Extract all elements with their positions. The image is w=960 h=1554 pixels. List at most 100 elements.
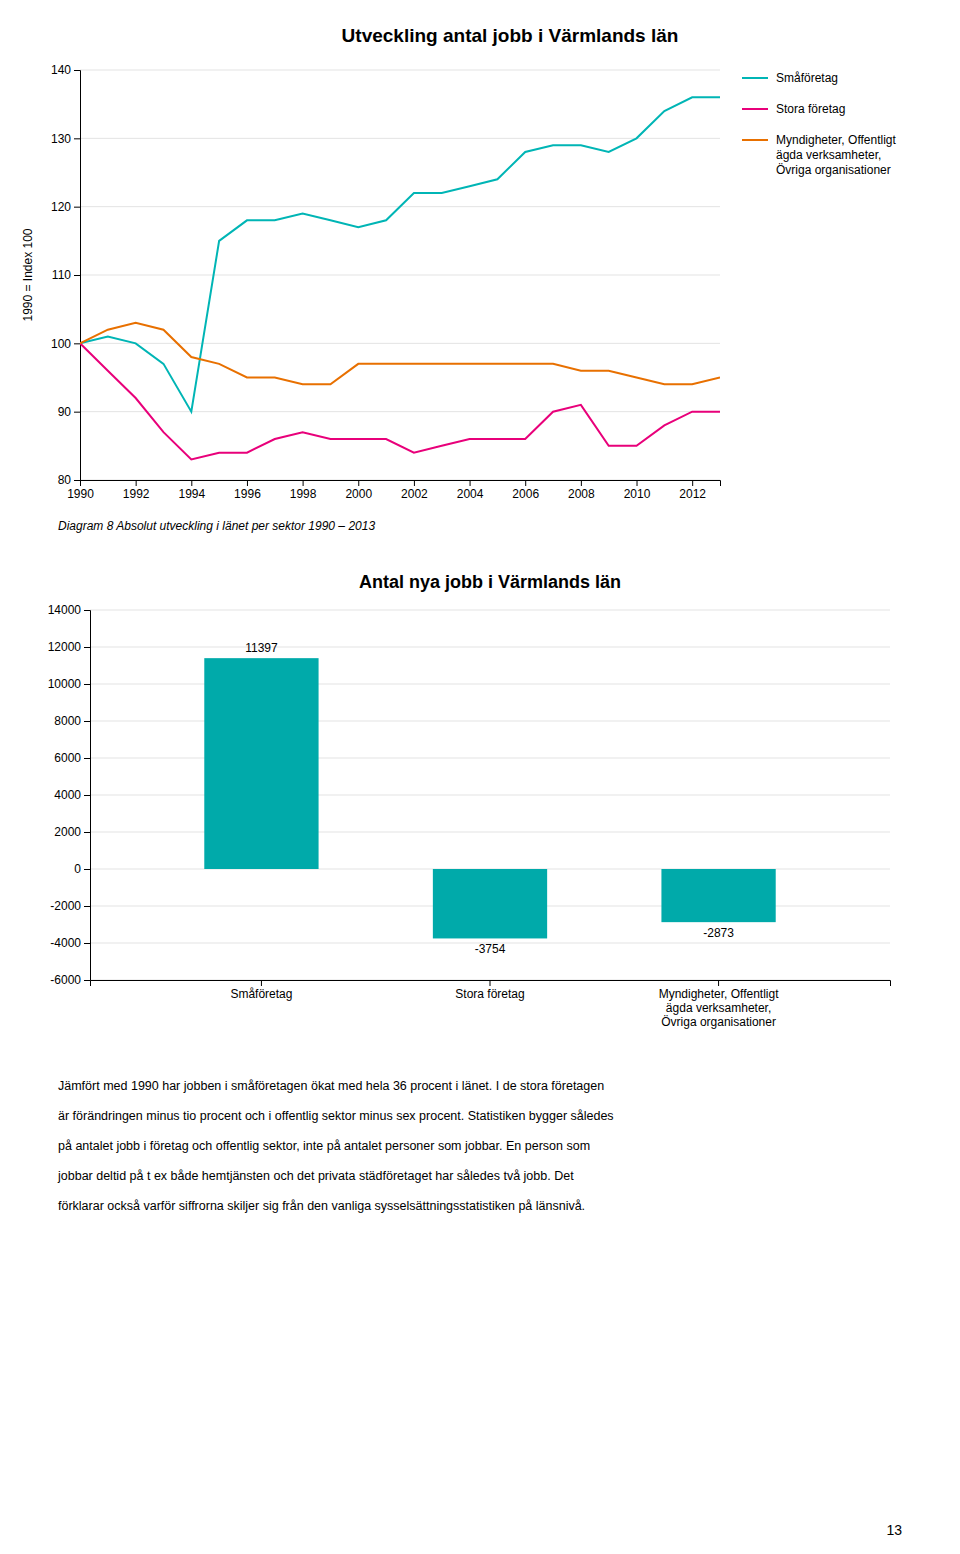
tick-label: 2008 (568, 487, 595, 501)
tick: Stora företag (455, 980, 524, 1001)
chart-title: Utveckling antal jobb i Värmlands län (342, 25, 679, 46)
tick: -6000 (50, 973, 90, 987)
tick-mark (358, 480, 359, 486)
tick-mark (581, 480, 582, 486)
data-label: -2873 (703, 926, 734, 940)
axis: -6000-4000-20000200040006000800010000120… (48, 603, 91, 987)
tick-label: 4000 (54, 788, 81, 802)
tick: 80 (58, 473, 80, 487)
tick-label: 130 (51, 132, 71, 146)
caption: Diagram 8 Absolut utveckling i länet per… (58, 519, 375, 533)
tick-mark (303, 480, 304, 486)
line (80, 97, 720, 411)
axis-line (81, 481, 721, 487)
tick-mark (414, 480, 415, 486)
tick: 1992 (123, 480, 150, 501)
tick: 2000 (54, 825, 90, 839)
tick: 100 (51, 337, 80, 351)
text-line: Småföretag (230, 987, 292, 1001)
legend-swatch (742, 77, 768, 79)
tick: 2010 (624, 480, 651, 501)
tick: Småföretag (230, 980, 292, 1001)
tick-label: 2006 (512, 487, 539, 501)
tick-mark (74, 207, 80, 208)
tick-mark (84, 684, 90, 685)
tick: 2004 (457, 480, 484, 501)
tick: 110 (52, 268, 80, 282)
tick: 14000 (48, 603, 90, 617)
axis: 1990199219941996199820002002200420062008… (67, 480, 720, 501)
tick-label: 120 (51, 200, 71, 214)
body-text: Jämfört med 1990 har jobben i småföretag… (57, 1079, 614, 1213)
tick-mark (261, 980, 262, 986)
tick: 0 (74, 862, 90, 876)
tick: 2012 (679, 480, 706, 501)
text-line: Myndigheter, Offentligt (776, 133, 897, 147)
legend-swatch (742, 139, 768, 141)
tick-mark (247, 480, 248, 486)
data-labels: 11397 -3754 -2873 (245, 641, 734, 956)
legend: Småföretag Stora företag Myndigheter, Offe… (742, 71, 897, 177)
tick-mark (191, 480, 192, 486)
tick-label: 100 (51, 337, 71, 351)
tick: -2000 (50, 899, 90, 913)
tick: 2006 (512, 480, 539, 501)
tick: 12000 (48, 640, 90, 654)
line (80, 323, 720, 385)
legend-swatch (742, 108, 768, 110)
tick-mark (718, 980, 719, 986)
data-label: -3754 (475, 942, 506, 956)
grid (90, 610, 890, 980)
tick-mark (74, 70, 80, 71)
axis: Småföretag Stora företag Myndigheter, Offe… (91, 980, 891, 1029)
tick-label: 2000 (345, 487, 372, 501)
text-line: ägda verksamheter, (776, 148, 881, 162)
tick-mark (74, 412, 80, 413)
tick: 2000 (345, 480, 372, 501)
plot-area (204, 658, 775, 938)
tick-label: -2000 (50, 899, 81, 913)
tick-mark (74, 343, 80, 344)
data-label: 11397 (245, 641, 278, 655)
tick-label: 90 (58, 405, 72, 419)
tick: 140 (51, 63, 80, 77)
tick: 1998 (290, 480, 317, 501)
tick-mark (74, 480, 80, 481)
page-number: 13 (886, 1522, 902, 1538)
tick: Myndigheter, Offentligtägda verksamheter… (659, 980, 780, 1029)
text-line: Stora företag (776, 102, 845, 116)
tick-label: 110 (52, 268, 71, 282)
chart-title: Antal nya jobb i Värmlands län (359, 572, 621, 592)
tick-mark (84, 721, 90, 722)
tick-mark (84, 610, 90, 611)
tick: 1996 (234, 480, 261, 501)
grid-line (80, 70, 720, 71)
tick-label: 2002 (401, 487, 428, 501)
tick-mark (692, 480, 693, 486)
grid (80, 70, 720, 480)
tick-label: 1994 (178, 487, 205, 501)
body-line: förklarar också varför siffrorna skiljer… (58, 1199, 585, 1213)
tick: 120 (51, 200, 80, 214)
legend-item: Småföretag (742, 71, 838, 85)
line (80, 343, 720, 459)
tick: 4000 (54, 788, 90, 802)
tick: 90 (58, 405, 80, 419)
axis-title: 1990 = Index 100 (21, 228, 35, 321)
tick-mark (74, 275, 80, 276)
tick: 130 (51, 132, 80, 146)
legend-label: Småföretag (776, 71, 838, 85)
tick-label: 80 (58, 473, 72, 487)
text-line: Småföretag (776, 71, 838, 85)
tick-label: -6000 (50, 973, 81, 987)
tick: 1994 (178, 480, 205, 501)
axis: 80 90 100 110 120 130 140 (51, 63, 81, 487)
tick-label: Småföretag (230, 987, 292, 1001)
text-line: Stora företag (455, 987, 524, 1001)
grid-line (80, 138, 720, 139)
tick-mark (470, 480, 471, 486)
page: 8090100110120130140199019921994199619982… (0, 0, 960, 1554)
tick-label: 1998 (290, 487, 317, 501)
tick-label: 6000 (54, 751, 81, 765)
tick-label: 12000 (48, 640, 82, 654)
